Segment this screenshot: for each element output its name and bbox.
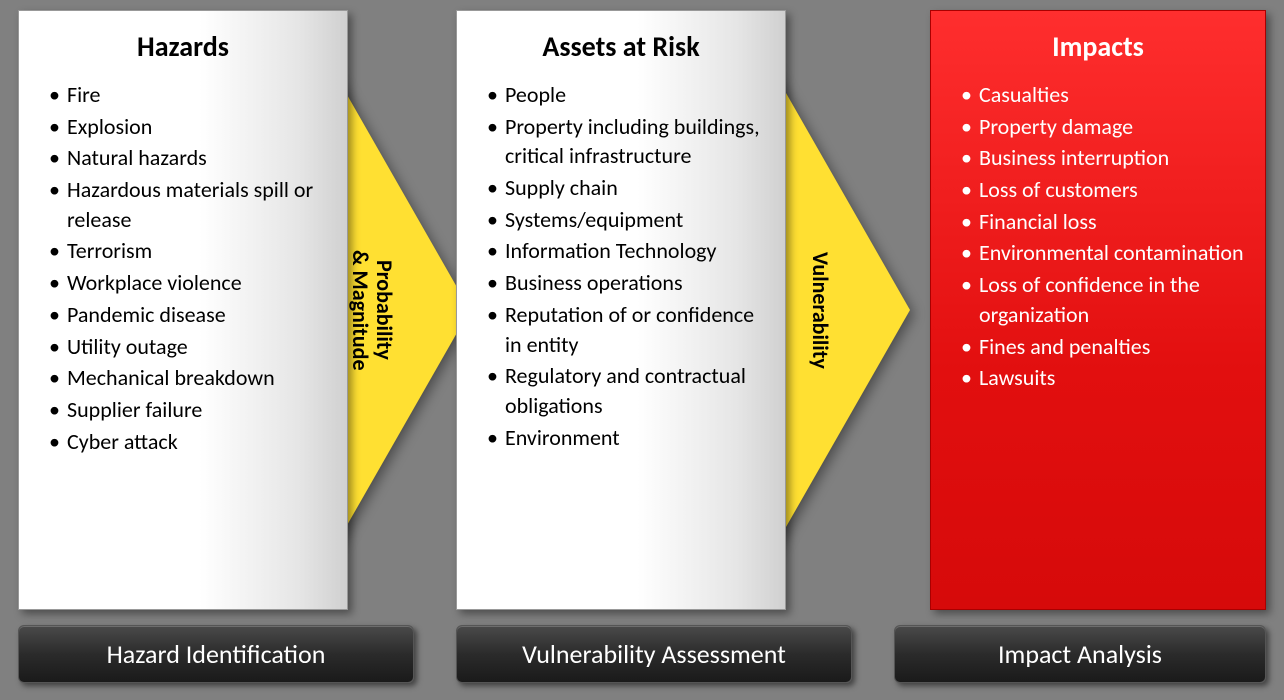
list-item: Explosion xyxy=(49,112,329,142)
list-item: Workplace violence xyxy=(49,268,329,298)
footer-label: Hazard Identification xyxy=(107,638,326,670)
panel-impacts-list: Casualties Property damage Business inte… xyxy=(931,76,1265,405)
list-item: Casualties xyxy=(961,80,1247,110)
footer-vulnerability-assessment: Vulnerability Assessment xyxy=(456,625,852,683)
list-item: Mechanical breakdown xyxy=(49,363,329,393)
diagram-stage: Hazards Fire Explosion Natural hazards H… xyxy=(0,0,1284,700)
list-item: People xyxy=(487,80,767,110)
list-item: Cyber attack xyxy=(49,427,329,457)
footer-hazard-identification: Hazard Identification xyxy=(18,625,414,683)
list-item: Terrorism xyxy=(49,236,329,266)
list-item: Environment xyxy=(487,423,767,453)
list-item: Loss of customers xyxy=(961,175,1247,205)
arrow-vulnerability-label: Vulnerability xyxy=(800,140,840,480)
list-item: Loss of confidence in the organization xyxy=(961,270,1247,329)
list-item: Regulatory and contractual obligations xyxy=(487,361,767,420)
list-item: Financial loss xyxy=(961,207,1247,237)
arrow-probability-label: Probability & Magnitude xyxy=(352,140,392,480)
footer-label: Vulnerability Assessment xyxy=(522,638,786,670)
list-item: Fire xyxy=(49,80,329,110)
list-item: Lawsuits xyxy=(961,363,1247,393)
list-item: Utility outage xyxy=(49,332,329,362)
list-item: Systems/equipment xyxy=(487,205,767,235)
list-item: Business interruption xyxy=(961,143,1247,173)
list-item: Natural hazards xyxy=(49,143,329,173)
footer-impact-analysis: Impact Analysis xyxy=(894,625,1266,683)
list-item: Reputation of or confidence in entity xyxy=(487,300,767,359)
list-item: Property damage xyxy=(961,112,1247,142)
panel-hazards-title: Hazards xyxy=(19,11,347,76)
footer-label: Impact Analysis xyxy=(998,638,1162,670)
list-item: Supplier failure xyxy=(49,395,329,425)
list-item: Hazardous materials spill or release xyxy=(49,175,329,234)
panel-hazards-list: Fire Explosion Natural hazards Hazardous… xyxy=(19,76,347,468)
panel-assets-title: Assets at Risk xyxy=(457,11,785,76)
list-item: Information Technology xyxy=(487,236,767,266)
panel-impacts: Impacts Casualties Property damage Busin… xyxy=(930,10,1266,610)
panel-hazards: Hazards Fire Explosion Natural hazards H… xyxy=(18,10,348,610)
panel-assets: Assets at Risk People Property including… xyxy=(456,10,786,610)
list-item: Supply chain xyxy=(487,173,767,203)
list-item: Property including buildings, critical i… xyxy=(487,112,767,171)
list-item: Pandemic disease xyxy=(49,300,329,330)
list-item: Fines and penalties xyxy=(961,332,1247,362)
panel-assets-list: People Property including buildings, cri… xyxy=(457,76,785,464)
list-item: Business operations xyxy=(487,268,767,298)
panel-impacts-title: Impacts xyxy=(931,11,1265,76)
list-item: Environmental contamination xyxy=(961,238,1247,268)
